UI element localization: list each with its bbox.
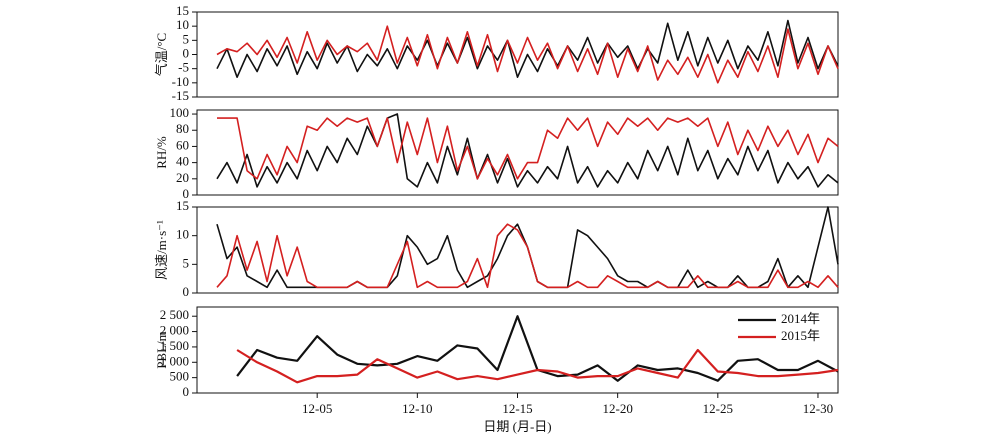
data-line [236,348,839,384]
x-tick-label: 12-30 [803,401,833,416]
y-tick-label: 0 [183,186,190,201]
y-tick-label: -15 [172,88,189,103]
data-line [216,223,839,289]
y-tick-label: 500 [170,369,190,384]
data-line [216,19,839,78]
y-tick-label: 20 [176,170,189,185]
panel-frame [196,109,839,196]
y-axis-label: 气温/°C [154,33,169,76]
panel-frame [196,206,839,294]
x-tick-label: 12-20 [602,401,632,416]
legend-label: 2015年 [781,328,820,343]
y-tick-label: 2 500 [160,307,189,322]
y-tick-label: 10 [176,227,189,242]
y-tick-label: 40 [176,154,189,169]
y-axis-label: RH/% [154,136,169,169]
x-tick-label: 12-05 [302,401,332,416]
y-tick-label: 5 [183,255,190,270]
y-tick-label: 0 [183,45,190,60]
y-tick-label: 10 [176,17,189,32]
y-tick-label: 15 [176,3,189,18]
y-tick-label: 15 [176,198,189,213]
x-axis-label: 日期 (月-日) [483,419,551,434]
y-tick-label: 1 500 [160,338,189,353]
data-line [216,25,839,84]
legend-label: 2014年 [781,311,820,326]
y-tick-label: 60 [176,137,189,152]
y-tick-label: 1 000 [160,353,189,368]
y-tick-label: 2 000 [160,323,189,338]
y-tick-label: 0 [183,284,190,299]
x-tick-label: 12-15 [502,401,532,416]
data-line [217,117,839,180]
x-tick-label: 12-25 [703,401,733,416]
y-tick-label: 80 [176,121,189,136]
y-tick-label: 0 [183,384,190,399]
data-line [216,113,839,188]
y-tick-label: -5 [178,60,189,75]
y-tick-label: -10 [172,74,189,89]
y-axis-label: 风速/m·s⁻¹ [154,220,169,280]
y-axis-label: PBL/m [154,331,169,369]
y-tick-label: 100 [170,105,190,120]
y-tick-label: 5 [183,31,190,46]
x-tick-label: 12-10 [402,401,432,416]
